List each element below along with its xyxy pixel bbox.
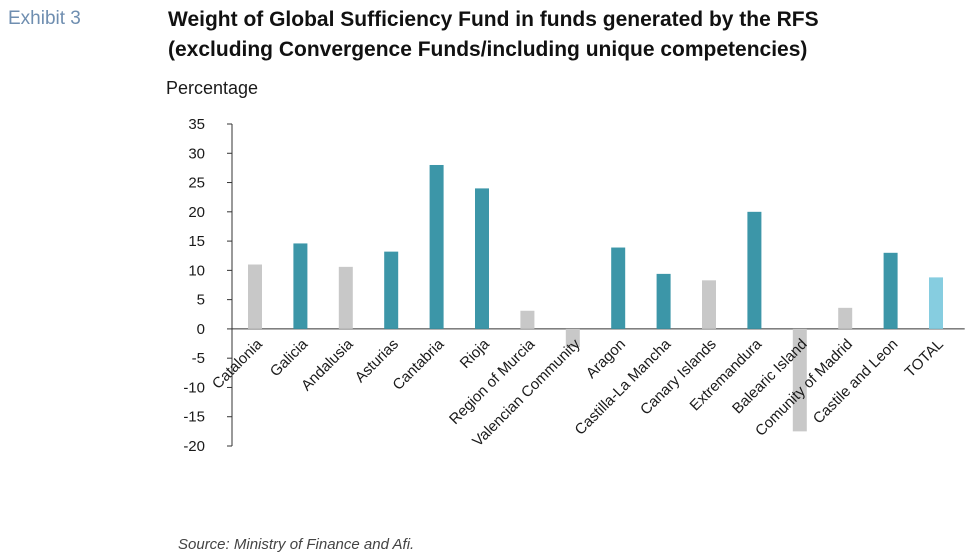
y-tick-label: -10 bbox=[183, 379, 205, 396]
chart-title-line-2: (excluding Convergence Funds/including u… bbox=[168, 38, 808, 61]
x-category-label: Castile and Leon bbox=[810, 336, 902, 428]
source-note: Source: Ministry of Finance and Afi. bbox=[178, 536, 415, 553]
exhibit-label: Exhibit 3 bbox=[8, 8, 81, 29]
y-tick-label: 30 bbox=[188, 145, 205, 162]
bar-total bbox=[929, 277, 943, 329]
x-category-label: TOTAL bbox=[902, 336, 947, 381]
x-category-label: Catalonia bbox=[209, 335, 266, 392]
bar-chart: 35 30 25 20 15 10 5 0 -5 -10 -15 -20 Catalonia Galici… bbox=[183, 116, 965, 455]
bar-catalonia bbox=[248, 264, 262, 329]
y-tick-label: 25 bbox=[188, 175, 205, 192]
y-tick-label: 0 bbox=[197, 321, 205, 338]
bar-castile-and-leon bbox=[883, 252, 898, 329]
bar-aragon bbox=[611, 247, 626, 329]
x-category-label: Rioja bbox=[457, 335, 494, 372]
y-tick-label: 10 bbox=[188, 262, 205, 279]
y-tick-label: -20 bbox=[183, 438, 205, 455]
y-tick-label: -15 bbox=[183, 409, 205, 426]
bar-castilla-la-mancha bbox=[656, 273, 671, 329]
bar-canary-islands bbox=[702, 280, 716, 329]
bar-extremandura bbox=[747, 211, 762, 329]
y-axis-label: Percentage bbox=[166, 78, 259, 98]
y-tick-label: 15 bbox=[188, 233, 205, 250]
bar-region-of-murcia bbox=[520, 310, 535, 329]
bar-galicia bbox=[293, 243, 308, 329]
bar-balearic-island bbox=[792, 328, 807, 432]
chart-title: Weight of Global Sufficiency Fund in fun… bbox=[168, 5, 958, 65]
y-tick-label: 35 bbox=[188, 116, 205, 133]
chart-title-line-1: Weight of Global Sufficiency Fund in fun… bbox=[168, 8, 819, 31]
bar-asturias bbox=[384, 251, 399, 329]
bar-andalusia bbox=[338, 266, 353, 329]
x-category-label: Galicia bbox=[267, 335, 312, 380]
bar-valencian-community bbox=[565, 328, 580, 348]
y-tick-label: 5 bbox=[197, 292, 205, 309]
bar-rioja bbox=[475, 188, 489, 329]
bar-cantabria bbox=[429, 164, 444, 329]
bar-comunity-of-madrid bbox=[838, 307, 853, 329]
y-tick-label: -5 bbox=[192, 350, 205, 367]
y-tick-label: 20 bbox=[188, 204, 205, 221]
